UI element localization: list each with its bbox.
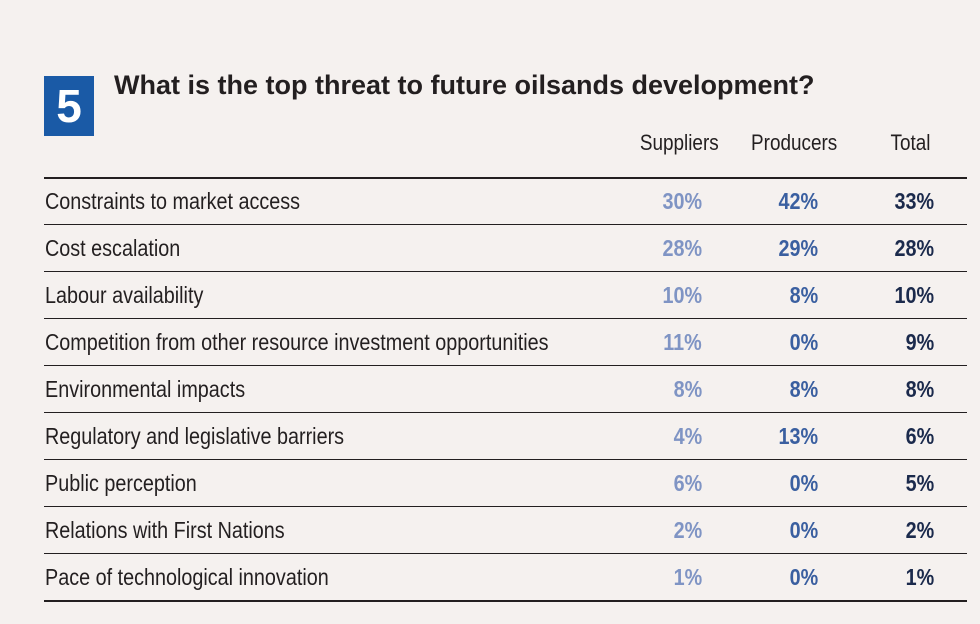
column-header-total: Total — [890, 130, 930, 155]
cell-producers: 8% — [789, 282, 818, 308]
cell-suppliers: 30% — [662, 188, 702, 214]
row-label: Regulatory and legislative barriers — [45, 423, 345, 449]
table-row: Constraints to market access 30% 42% 33% — [44, 177, 967, 223]
column-header-producers: Producers — [750, 130, 837, 155]
cell-total: 5% — [905, 470, 934, 496]
row-divider — [44, 553, 967, 554]
cell-producers: 0% — [789, 564, 818, 590]
cell-producers: 0% — [789, 470, 818, 496]
table-row: Regulatory and legislative barriers 4% 13%… — [44, 412, 967, 458]
row-label: Relations with First Nations — [45, 517, 285, 543]
table-top-rule — [44, 177, 967, 179]
cell-total: 10% — [894, 282, 934, 308]
cell-total: 2% — [905, 517, 934, 543]
cell-total: 1% — [905, 564, 934, 590]
cell-total: 28% — [894, 235, 934, 261]
table-row: Environmental impacts 8% 8% 8% — [44, 365, 967, 411]
row-divider — [44, 224, 967, 225]
row-label: Cost escalation — [45, 235, 181, 261]
cell-total: 8% — [905, 376, 934, 402]
table-row: Pace of technological innovation 1% 0% 1% — [44, 553, 967, 599]
cell-producers: 29% — [778, 235, 818, 261]
cell-total: 33% — [894, 188, 934, 214]
cell-total: 6% — [905, 423, 934, 449]
table-bottom-rule — [44, 600, 967, 602]
table-row: Labour availability 10% 8% 10% — [44, 271, 967, 317]
cell-suppliers: 4% — [673, 423, 702, 449]
row-label: Environmental impacts — [45, 376, 246, 402]
row-label: Labour availability — [45, 282, 204, 308]
question-number-badge: 5 — [44, 76, 94, 136]
cell-suppliers: 8% — [673, 376, 702, 402]
cell-suppliers: 6% — [673, 470, 702, 496]
cell-suppliers: 2% — [673, 517, 702, 543]
row-divider — [44, 506, 967, 507]
row-divider — [44, 365, 967, 366]
table-row: Relations with First Nations 2% 0% 2% — [44, 506, 967, 552]
cell-suppliers: 11% — [663, 329, 702, 355]
cell-producers: 42% — [778, 188, 818, 214]
column-header-suppliers: Suppliers — [640, 130, 719, 155]
table-row: Cost escalation 28% 29% 28% — [44, 224, 967, 270]
row-divider — [44, 459, 967, 460]
table-row: Competition from other resource investme… — [44, 318, 967, 364]
row-label: Constraints to market access — [45, 188, 301, 214]
row-label: Competition from other resource investme… — [45, 329, 549, 355]
row-label: Pace of technological innovation — [45, 564, 329, 590]
cell-total: 9% — [905, 329, 934, 355]
row-divider — [44, 318, 967, 319]
cell-producers: 13% — [778, 423, 818, 449]
row-divider — [44, 412, 967, 413]
row-divider — [44, 271, 967, 272]
row-label: Public perception — [45, 470, 197, 496]
cell-suppliers: 10% — [662, 282, 702, 308]
cell-producers: 8% — [789, 376, 818, 402]
chart-title: What is the top threat to future oilsand… — [114, 70, 815, 100]
cell-suppliers: 28% — [662, 235, 702, 261]
cell-producers: 0% — [789, 329, 818, 355]
cell-suppliers: 1% — [673, 564, 702, 590]
cell-producers: 0% — [789, 517, 818, 543]
table-row: Public perception 6% 0% 5% — [44, 459, 967, 505]
